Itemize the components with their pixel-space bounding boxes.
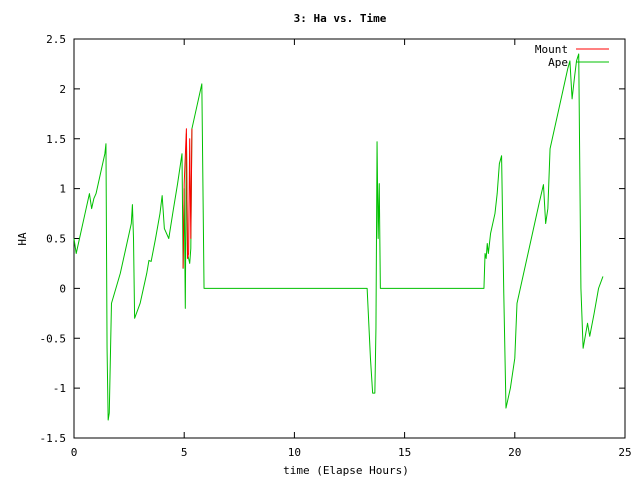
x-tick-label: 25 [618, 446, 631, 459]
y-axis-label: HA [16, 232, 29, 246]
y-tick-label: -1.5 [40, 432, 67, 445]
plot-area: 0 5 10 15 20 25 -1.5 -1 -0.5 0 0.5 1 1.5 2 2.5 [40, 33, 632, 459]
y-tick-label: -0.5 [40, 332, 67, 345]
y-tick-label: -1 [53, 382, 66, 395]
x-tick-label: 10 [288, 446, 301, 459]
y-tick-label: 0.5 [46, 233, 66, 246]
x-tick-label: 0 [71, 446, 78, 459]
x-axis-label: time (Elapse Hours) [283, 464, 409, 477]
y-tick-label: 0 [59, 282, 66, 295]
x-tick-label: 5 [181, 446, 188, 459]
legend-label-ape: Ape [548, 56, 568, 69]
y-tick-label: 2 [59, 83, 66, 96]
y-tick-label: 1 [59, 183, 66, 196]
x-tick-label: 15 [398, 446, 411, 459]
series-line-mount [182, 128, 193, 269]
plot-frame [73, 38, 626, 439]
y-tick-label: 1.5 [46, 133, 66, 146]
legend-label-mount: Mount [535, 43, 568, 56]
chart-title: 3: Ha vs. Time [294, 12, 387, 25]
series-line-ape [73, 53, 604, 421]
x-tick-label: 20 [508, 446, 521, 459]
y-tick-label: 2.5 [46, 33, 66, 46]
